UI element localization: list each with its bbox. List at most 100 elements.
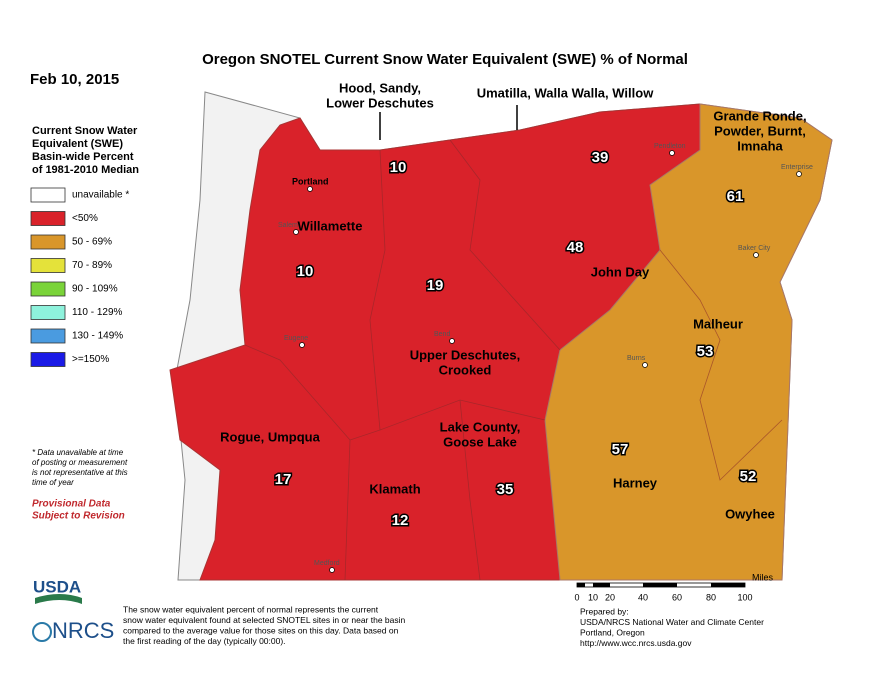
basin-name: John Day	[591, 264, 650, 279]
basin-value: 19	[427, 277, 444, 294]
legend-swatch	[30, 187, 66, 203]
basin-value: 35	[497, 481, 514, 498]
city-label: Medford	[314, 560, 340, 567]
note: is not representative at this	[32, 468, 128, 477]
city-label: Salem	[278, 222, 298, 229]
scale-bar	[576, 582, 746, 588]
basin-value: 52	[740, 468, 757, 485]
note: of posting or measurement	[32, 458, 128, 467]
basin-value: 57	[612, 441, 629, 458]
callout-label: Umatilla, Walla Walla, Willow	[477, 85, 655, 100]
city-label: Bend	[434, 331, 450, 338]
basin-name: Klamath	[369, 481, 420, 496]
footer-description: compared to the average value for those …	[123, 625, 399, 635]
footer-credit: Prepared by:	[580, 606, 629, 616]
scale-unit: Miles	[752, 572, 774, 582]
city-marker	[753, 252, 759, 258]
legend-label: 90 - 109%	[72, 284, 118, 295]
city-label: Baker City	[738, 245, 771, 252]
date: Feb 10, 2015	[30, 71, 119, 88]
basin-value: 39	[592, 149, 609, 166]
basin-value: 12	[392, 512, 409, 529]
legend-swatch	[30, 328, 66, 344]
note: * Data unavailable at time	[32, 448, 124, 457]
scale-tick-label: 20	[605, 592, 615, 602]
footer-description: snow water equivalent found at selected …	[123, 615, 406, 625]
city-marker	[449, 338, 455, 344]
basin-name: Owyhee	[725, 506, 775, 521]
basin-value: 17	[275, 471, 292, 488]
city-label: Eugene	[284, 335, 308, 342]
usda-logo-text: USDA	[33, 577, 81, 596]
scale-tick-label: 10	[588, 592, 598, 602]
basin-name: Crooked	[439, 362, 492, 377]
city-label: Pendleton	[654, 143, 686, 150]
legend-label: >=150%	[72, 354, 109, 365]
basin-name: Upper Deschutes,	[410, 347, 521, 362]
basin-value: 48	[567, 239, 584, 256]
legend-swatch	[30, 211, 66, 226]
basin-name: Powder, Burnt,	[714, 123, 806, 138]
city-marker	[307, 186, 313, 192]
footer-description: the first reading of the day (typically …	[123, 636, 286, 646]
city-marker	[329, 567, 335, 573]
provisional-note: Provisional Data	[32, 499, 111, 510]
legend-swatch	[30, 258, 66, 273]
callout-label: Hood, Sandy,	[339, 80, 421, 95]
legend-label: 110 - 129%	[72, 307, 123, 318]
basin-value: 53	[697, 343, 714, 360]
scale-tick-label: 80	[706, 592, 716, 602]
legend-title: Equivalent (SWE)	[32, 138, 123, 150]
basin-area-mid	[544, 103, 833, 581]
basin-name: Imnaha	[737, 138, 783, 153]
scale-tick-label: 40	[638, 592, 648, 602]
city-label: Enterprise	[781, 164, 813, 171]
legend-swatch	[30, 305, 66, 320]
basin-name: Lake County,	[440, 419, 521, 434]
city-marker	[642, 362, 648, 368]
city-label: Burns	[627, 355, 646, 362]
scale-tick-label: 0	[574, 592, 579, 602]
basin-name: Goose Lake	[443, 434, 517, 449]
legend-title: of 1981-2010 Median	[32, 164, 139, 176]
legend-label: unavailable *	[72, 190, 129, 201]
footer-description: The snow water equivalent percent of nor…	[123, 604, 379, 614]
scale-tick-label: 60	[672, 592, 682, 602]
basin-value: 61	[727, 188, 744, 205]
footer-credit: USDA/NRCS National Water and Climate Cen…	[580, 617, 764, 627]
city-marker	[796, 171, 802, 177]
legend-swatch	[30, 352, 66, 367]
basin-name: Willamette	[298, 218, 363, 233]
title: Oregon SNOTEL Current Snow Water Equival…	[202, 51, 688, 68]
basin-name: Malheur	[693, 316, 743, 331]
legend-label: 70 - 89%	[72, 260, 112, 271]
note: time of year	[32, 478, 74, 487]
scale-tick-label: 100	[737, 592, 752, 602]
footer-credit: http://www.wcc.nrcs.usda.gov	[580, 638, 692, 648]
nrcs-logo-icon	[32, 622, 52, 642]
footer-credit: Portland, Oregon	[580, 627, 645, 637]
basin-name: Harney	[613, 475, 658, 490]
provisional-note: Subject to Revision	[32, 511, 125, 522]
legend-label: 50 - 69%	[72, 237, 112, 248]
nrcs-logo-text: NRCS	[52, 618, 114, 643]
legend-swatch	[30, 281, 66, 297]
legend-title: Current Snow Water	[32, 125, 138, 137]
legend-title: Basin-wide Percent	[32, 151, 134, 163]
city-marker	[299, 342, 305, 348]
city-marker	[293, 229, 299, 235]
legend-label: 130 - 149%	[72, 331, 123, 342]
basin-boundaries	[244, 139, 783, 581]
basin-value: 10	[390, 159, 407, 176]
basin-name: Rogue, Umpqua	[220, 429, 320, 444]
legend-label: <50%	[72, 213, 98, 224]
basin-value: 10	[297, 263, 314, 280]
city-label: Portland	[292, 176, 329, 186]
usda-logo	[35, 594, 82, 604]
callout-label: Lower Deschutes	[326, 95, 434, 110]
city-marker	[669, 150, 675, 156]
legend-swatch	[30, 234, 66, 250]
